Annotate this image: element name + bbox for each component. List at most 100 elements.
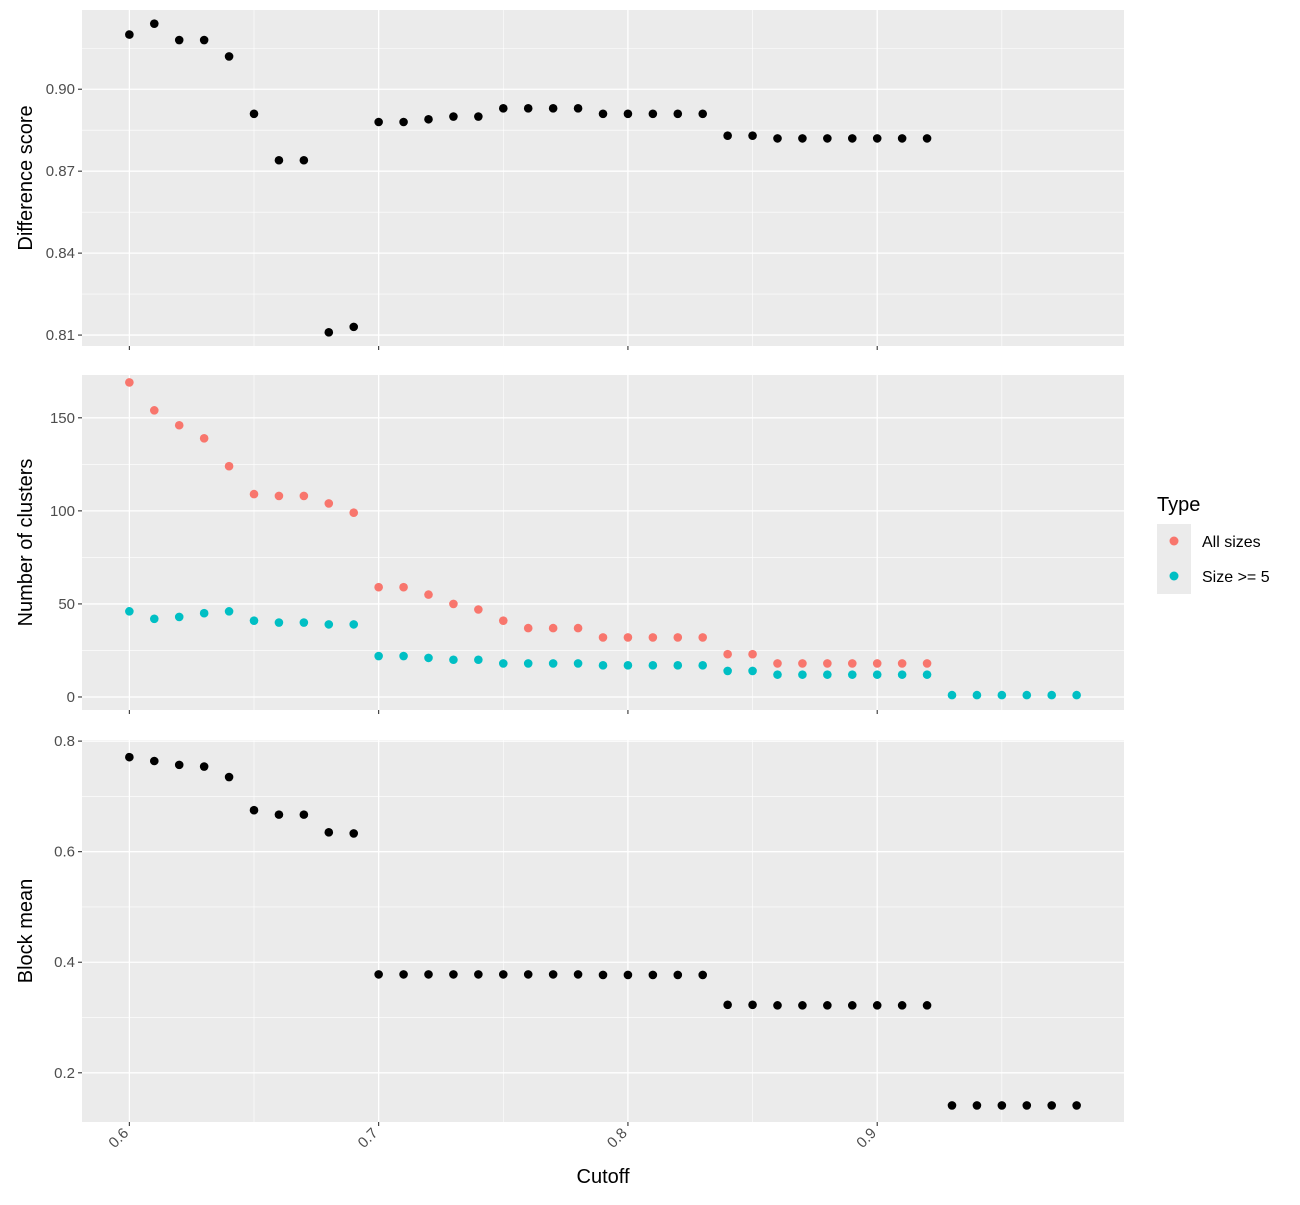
data-point	[249, 489, 259, 499]
data-point	[698, 970, 708, 980]
data-point	[125, 607, 134, 616]
data-point	[449, 112, 458, 121]
data-point	[847, 134, 857, 143]
data-point	[374, 970, 383, 979]
data-point	[149, 406, 159, 415]
data-point	[374, 117, 383, 127]
data-point	[199, 608, 209, 618]
data-point	[299, 810, 309, 819]
data-point	[274, 155, 284, 165]
y-tick-label: 0.2	[54, 1065, 75, 1082]
chart-panels: 0.81 0.84 0.87 0.90 Difference score 0 50 100 15…	[15, 10, 1124, 1188]
panel-background	[82, 740, 1124, 1122]
data-point	[723, 1000, 732, 1010]
data-point	[847, 659, 857, 668]
y-tick-label: 0.8	[54, 733, 75, 750]
data-point	[598, 633, 608, 642]
y-tick-label: 0.4	[54, 954, 75, 971]
data-point	[1072, 690, 1081, 700]
data-point	[449, 599, 458, 609]
data-point	[623, 109, 633, 119]
data-point	[424, 970, 433, 979]
data-point	[748, 1000, 757, 1010]
y-tick-label: 100	[50, 503, 75, 520]
series-1	[125, 19, 932, 337]
data-point	[224, 607, 234, 616]
data-point	[324, 620, 334, 629]
data-point	[224, 52, 234, 61]
data-point	[723, 131, 732, 140]
data-point	[573, 104, 583, 113]
data-point	[1047, 690, 1057, 700]
panel-1: 0.81 0.84 0.87 0.90 Difference score	[15, 10, 1124, 350]
data-point	[548, 623, 558, 633]
data-point	[523, 970, 533, 979]
data-point	[548, 104, 558, 113]
data-point	[199, 35, 209, 45]
data-point	[1022, 1101, 1032, 1110]
series-all-sizes	[125, 378, 932, 668]
data-point	[872, 134, 882, 143]
data-point	[174, 420, 184, 430]
data-point	[125, 752, 134, 762]
data-point	[125, 378, 134, 387]
y-tick-label: 0.81	[46, 327, 75, 344]
data-point	[474, 970, 483, 979]
data-point	[249, 616, 259, 625]
data-point	[773, 1001, 782, 1010]
data-point	[798, 134, 807, 143]
legend-label-all-sizes: All sizes	[1202, 534, 1261, 551]
data-point	[573, 659, 583, 668]
y-tick-label: 0	[67, 689, 75, 706]
legend-label-size-ge-5: Size >= 5	[1202, 569, 1270, 586]
data-point	[897, 670, 907, 679]
data-point	[349, 322, 359, 332]
data-point	[773, 659, 782, 668]
data-point	[299, 618, 309, 627]
data-point	[648, 661, 658, 670]
x-axis-title: Cutoff	[577, 1166, 630, 1188]
y-axis-title: Difference score	[15, 105, 37, 250]
data-point	[474, 655, 483, 665]
data-point	[274, 491, 284, 501]
legend-key-all-sizes	[1169, 536, 1179, 546]
data-point	[823, 1001, 832, 1010]
data-point	[573, 970, 583, 979]
data-point	[947, 690, 957, 700]
data-point	[274, 618, 284, 627]
data-point	[224, 461, 234, 471]
data-point	[823, 134, 832, 143]
data-point	[399, 117, 408, 127]
data-point	[224, 772, 234, 782]
data-point	[972, 690, 982, 700]
data-point	[598, 970, 608, 980]
data-point	[1072, 1101, 1081, 1110]
y-axis-title: Number of clusters	[15, 459, 37, 627]
data-point	[374, 651, 383, 661]
data-point	[872, 659, 882, 668]
data-point	[399, 582, 408, 592]
data-point	[249, 109, 259, 119]
data-point	[474, 112, 483, 121]
data-point	[598, 661, 608, 670]
data-point	[324, 828, 334, 837]
data-point	[847, 670, 857, 679]
panel-2: 0 50 100 150 Number of clusters	[15, 375, 1124, 714]
data-point	[374, 582, 383, 592]
data-point	[823, 670, 832, 679]
data-point	[798, 1001, 807, 1010]
data-point	[798, 670, 807, 679]
legend: Type All sizes Size >= 5	[1157, 494, 1270, 594]
data-point	[199, 433, 209, 443]
data-point	[424, 653, 433, 663]
data-point	[773, 134, 782, 143]
x-tick-label: 0.8	[604, 1125, 631, 1152]
y-tick-label: 0.90	[46, 81, 75, 98]
data-point	[673, 661, 683, 670]
data-point	[997, 690, 1007, 700]
data-point	[723, 666, 732, 676]
data-point	[523, 659, 533, 668]
data-point	[748, 649, 757, 659]
data-point	[299, 491, 309, 501]
